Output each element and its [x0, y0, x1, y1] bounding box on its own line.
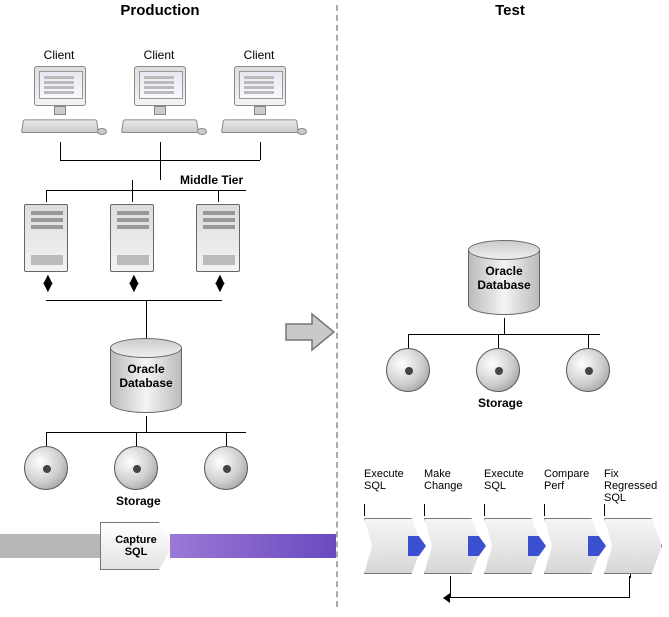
mid-stem-1 [46, 190, 47, 202]
prod-disk-icon-1 [24, 446, 68, 490]
section-divider [336, 5, 338, 607]
prod-storage-bus [46, 432, 246, 433]
capture-sql-label: Capture SQL [115, 534, 157, 558]
flow-gray-segment [0, 534, 100, 558]
client-computer-icon-2 [118, 66, 203, 136]
client-label-1: Client [34, 48, 84, 62]
server-db-bus [46, 300, 222, 301]
step-tick-3 [484, 504, 485, 516]
db-in-stem [146, 300, 147, 338]
updown-arrow-3: ▲▼ [212, 276, 228, 292]
prod-disk-icon-3 [204, 446, 248, 490]
step-label-4: Compare Perf [544, 468, 600, 492]
loopback-right-up [630, 574, 631, 578]
chevron-blue-4 [588, 536, 606, 556]
chevron-blue-3 [528, 536, 546, 556]
step-tick-5 [604, 504, 605, 516]
step-tick-4 [544, 504, 545, 516]
capture-sql-box: Capture SQL [100, 522, 172, 570]
mid-bus-top [46, 190, 246, 191]
test-disk-stem-3 [588, 334, 589, 348]
mid-stem-2 [132, 180, 133, 202]
flow-purple-segment [170, 534, 336, 558]
client-stem-2 [160, 142, 161, 160]
chevron-blue-2 [468, 536, 486, 556]
server-icon-1 [22, 202, 70, 274]
middle-tier-label: Middle Tier [180, 173, 243, 187]
client-label-3: Client [234, 48, 284, 62]
prod-disk-stem-3 [226, 432, 227, 446]
loopback-up-left [450, 576, 451, 577]
test-disk-icon-3 [566, 348, 610, 392]
test-disk-icon-1 [386, 348, 430, 392]
prod-disk-stem-1 [46, 432, 47, 446]
step-label-3: Execute SQL [484, 468, 540, 492]
test-title: Test [460, 2, 560, 19]
test-disk-stem-2 [498, 334, 499, 348]
client-computer-icon-3 [218, 66, 303, 136]
step-chevron-5 [604, 518, 662, 574]
loopback-arrowhead [443, 593, 450, 603]
test-disk-stem-1 [408, 334, 409, 348]
loopback-line [450, 576, 630, 598]
prod-storage-label: Storage [116, 494, 161, 508]
client-to-mid [160, 160, 161, 180]
updown-arrow-1: ▲▼ [40, 276, 56, 292]
server-icon-2 [108, 202, 156, 274]
test-db-label: Oracle Database [474, 264, 534, 292]
client-stem-1 [60, 142, 61, 160]
server-icon-3 [194, 202, 242, 274]
test-disk-icon-2 [476, 348, 520, 392]
production-title: Production [110, 2, 210, 19]
prod-disk-stem-2 [136, 432, 137, 446]
client-label-2: Client [134, 48, 184, 62]
test-db-label-text: Oracle Database [477, 264, 530, 292]
step-label-2: Make Change [424, 468, 480, 492]
prod-db-label: Oracle Database [116, 362, 176, 390]
chevron-blue-1 [408, 536, 426, 556]
test-storage-label: Storage [478, 396, 523, 410]
big-arrow-icon [284, 310, 336, 354]
client-stem-3 [260, 142, 261, 160]
step-tick-1 [364, 504, 365, 516]
step-label-5: Fix Regressed SQL [604, 468, 660, 504]
prod-disk-icon-2 [114, 446, 158, 490]
prod-db-label-text: Oracle Database [119, 362, 172, 390]
mid-stem-3 [218, 190, 219, 202]
client-computer-icon-1 [18, 66, 103, 136]
updown-arrow-2: ▲▼ [126, 276, 142, 292]
prod-db-out [146, 416, 147, 432]
test-db-out [504, 318, 505, 334]
test-storage-bus [408, 334, 600, 335]
step-label-1: Execute SQL [364, 468, 420, 492]
step-tick-2 [424, 504, 425, 516]
